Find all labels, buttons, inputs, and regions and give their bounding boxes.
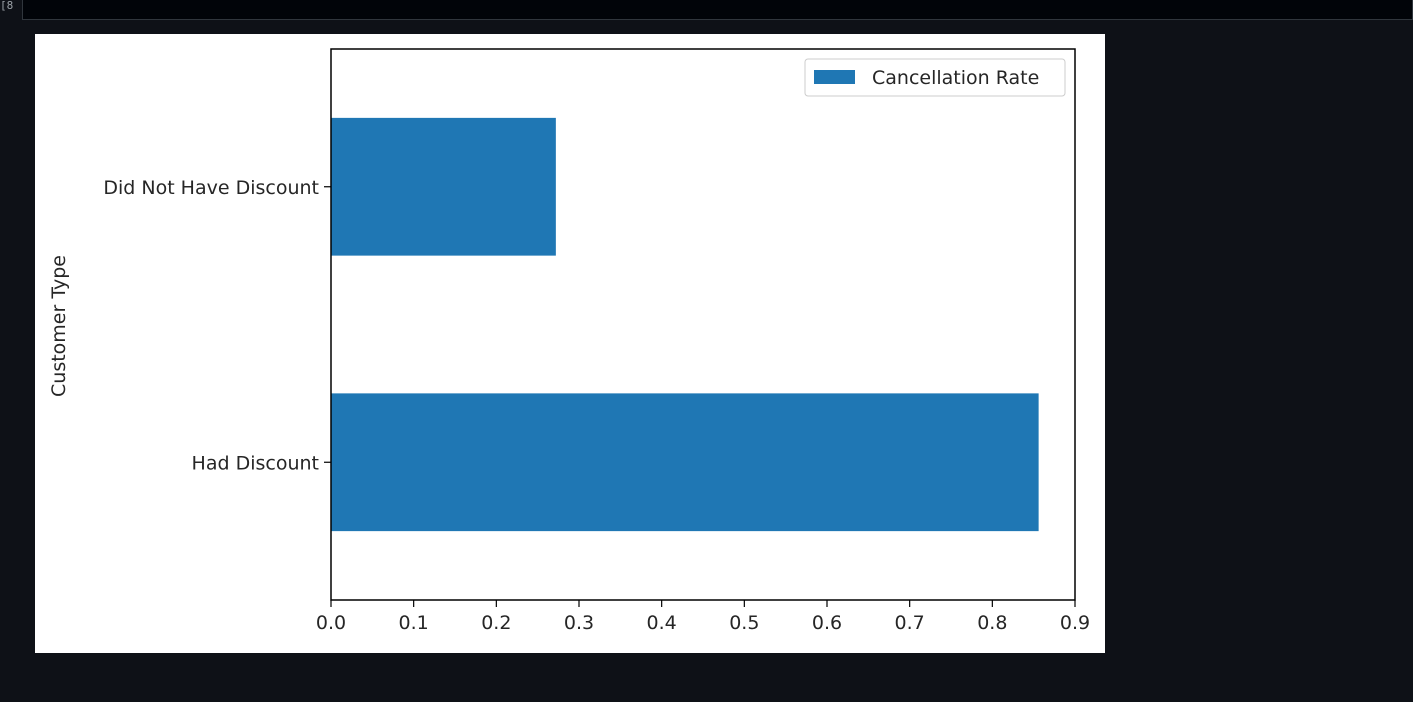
- y-axis: Had Discount Did Not Have Discount: [103, 177, 331, 474]
- y-tick-label: Did Not Have Discount: [103, 177, 319, 199]
- bar-had-discount: [331, 393, 1039, 532]
- x-tick-label: 0.6: [812, 612, 842, 634]
- legend-box: [804, 58, 1066, 97]
- chart-figure: 0.0 0.1 0.2 0.3 0.4 0.5 0.6 0.7 0.8 0.9 Had Disco…: [35, 34, 1105, 653]
- x-tick-label: 0.8: [977, 612, 1007, 634]
- x-tick-label: 0.7: [895, 612, 925, 634]
- legend-label: Cancellation Rate: [872, 67, 1039, 89]
- x-tick-label: 0.3: [564, 612, 594, 634]
- execution-count: 8]: [0, 0, 14, 12]
- legend-swatch: [814, 70, 855, 84]
- plot-frame: [330, 48, 1076, 601]
- cell-input-area[interactable]: [22, 0, 1413, 20]
- x-tick-label: 0.2: [481, 612, 511, 634]
- legend: Cancellation Rate: [804, 58, 1066, 97]
- bar-did-not-have-discount: [331, 117, 556, 256]
- x-tick-label: 0.9: [1060, 612, 1090, 634]
- x-tick-label: 0.1: [399, 612, 429, 634]
- x-axis: 0.0 0.1 0.2 0.3 0.4 0.5 0.6 0.7 0.8 0.9: [316, 600, 1090, 634]
- x-tick-label: 0.0: [316, 612, 346, 634]
- y-axis-label: Customer Type: [48, 255, 70, 397]
- x-tick-label: 0.5: [729, 612, 759, 634]
- bar-chart: 0.0 0.1 0.2 0.3 0.4 0.5 0.6 0.7 0.8 0.9 Had Disco…: [48, 48, 1090, 634]
- code-cell: 8]: [0, 0, 1413, 22]
- y-tick-label: Had Discount: [192, 452, 319, 474]
- x-tick-label: 0.4: [647, 612, 677, 634]
- bars-layer: [331, 117, 1039, 532]
